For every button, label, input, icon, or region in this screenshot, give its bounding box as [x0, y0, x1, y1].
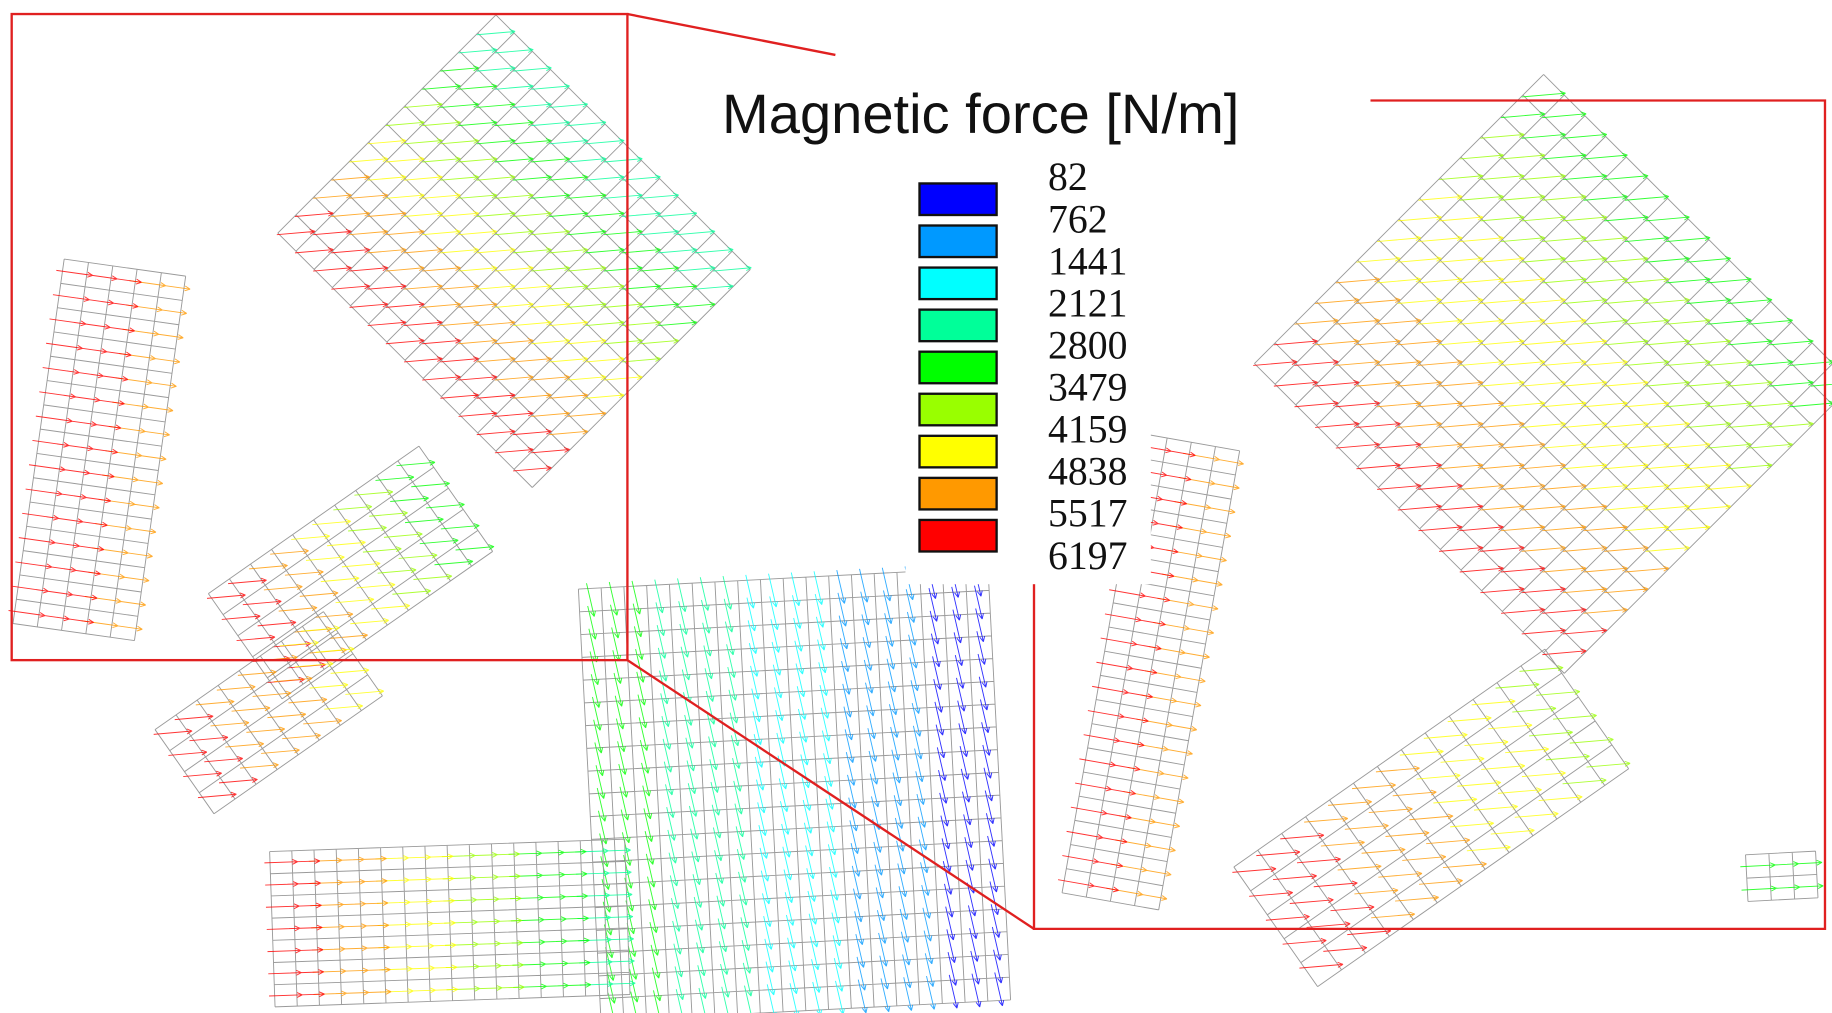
legend-level: 82	[1048, 155, 1088, 199]
force-arrows	[1295, 259, 1669, 633]
zoom-source-box	[12, 14, 628, 660]
mesh-block	[1740, 851, 1824, 902]
mesh-grid	[155, 612, 382, 814]
page: Magnetic force [N/m] 8276214412121280034…	[0, 0, 1832, 1013]
mesh-grid	[1254, 74, 1832, 673]
force-arrows	[746, 571, 845, 1013]
mesh-block	[152, 609, 386, 816]
force-arrows	[1439, 114, 1813, 488]
force-arrows	[655, 576, 754, 1013]
zoom-connector	[627, 14, 835, 55]
legend-level: 4838	[1048, 450, 1127, 494]
legend-level: 762	[1048, 197, 1108, 241]
legend-level: 2121	[1048, 281, 1127, 325]
force-arrows	[1501, 73, 1832, 427]
force-arrows	[587, 580, 663, 1013]
mesh-grid	[1746, 851, 1818, 901]
legend-level: 3479	[1048, 366, 1127, 410]
force-arrows	[264, 858, 324, 998]
title: Magnetic force [N/m]	[722, 82, 1239, 145]
figure: Magnetic force [N/m] 8276214412121280034…	[0, 0, 1832, 1013]
legend-level: 1441	[1048, 239, 1127, 283]
zoom-connector	[627, 660, 1034, 929]
legend-level: 5517	[1048, 492, 1127, 536]
legend-swatch	[920, 183, 997, 215]
legend-swatch	[920, 436, 997, 468]
legend-swatch	[920, 310, 997, 342]
legend-level: 2800	[1048, 323, 1127, 367]
legend-swatch	[920, 352, 997, 384]
legend-swatch	[920, 268, 997, 300]
mesh-block	[7, 258, 192, 641]
force-arrows	[837, 566, 936, 1013]
legend-level: 4159	[1048, 408, 1127, 452]
mesh-block	[276, 14, 751, 489]
legend-swatch	[920, 226, 997, 258]
legend-level: 6197	[1048, 534, 1127, 578]
legend-swatch	[920, 520, 997, 552]
legend-swatch	[920, 394, 997, 426]
mesh-block	[578, 562, 1011, 1013]
mesh-block	[1253, 73, 1832, 675]
force-arrows	[81, 278, 190, 632]
force-arrows	[8, 268, 142, 625]
mesh-block	[1230, 647, 1632, 989]
legend-swatch	[920, 478, 997, 510]
force-arrows	[1232, 817, 1390, 986]
mesh-block	[205, 444, 496, 701]
mesh-block	[264, 839, 636, 1007]
